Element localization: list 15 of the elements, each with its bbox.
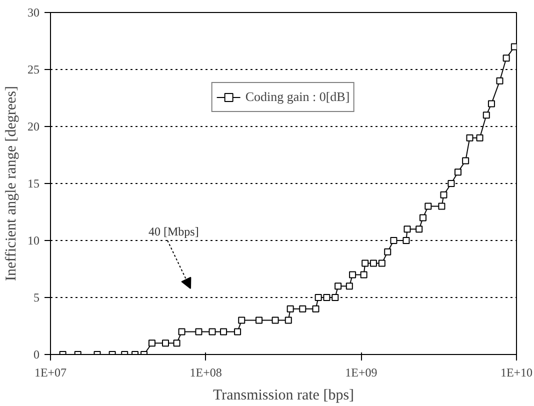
y-tick-label: 0: [34, 348, 40, 362]
x-tick-label: 1E+10: [500, 366, 533, 380]
y-axis-title: Inefficient angle range [degrees]: [4, 86, 20, 282]
annotation: 40 [Mbps]: [148, 224, 199, 238]
x-tick-label: 1E+07: [34, 366, 67, 380]
x-tick-label: 1E+09: [345, 366, 378, 380]
y-tick-label: 15: [28, 176, 40, 190]
y-tick-label: 5: [34, 290, 40, 304]
x-axis-title: Transmission rate [bps]: [212, 388, 354, 404]
y-tick-label: 30: [28, 6, 40, 20]
y-tick-label: 20: [28, 120, 40, 134]
legend-label: Coding gain : 0[dB]: [245, 89, 350, 105]
x-tick-label: 1E+08: [190, 366, 222, 380]
y-tick-label: 25: [28, 62, 40, 76]
y-tick-label: 10: [28, 234, 40, 248]
